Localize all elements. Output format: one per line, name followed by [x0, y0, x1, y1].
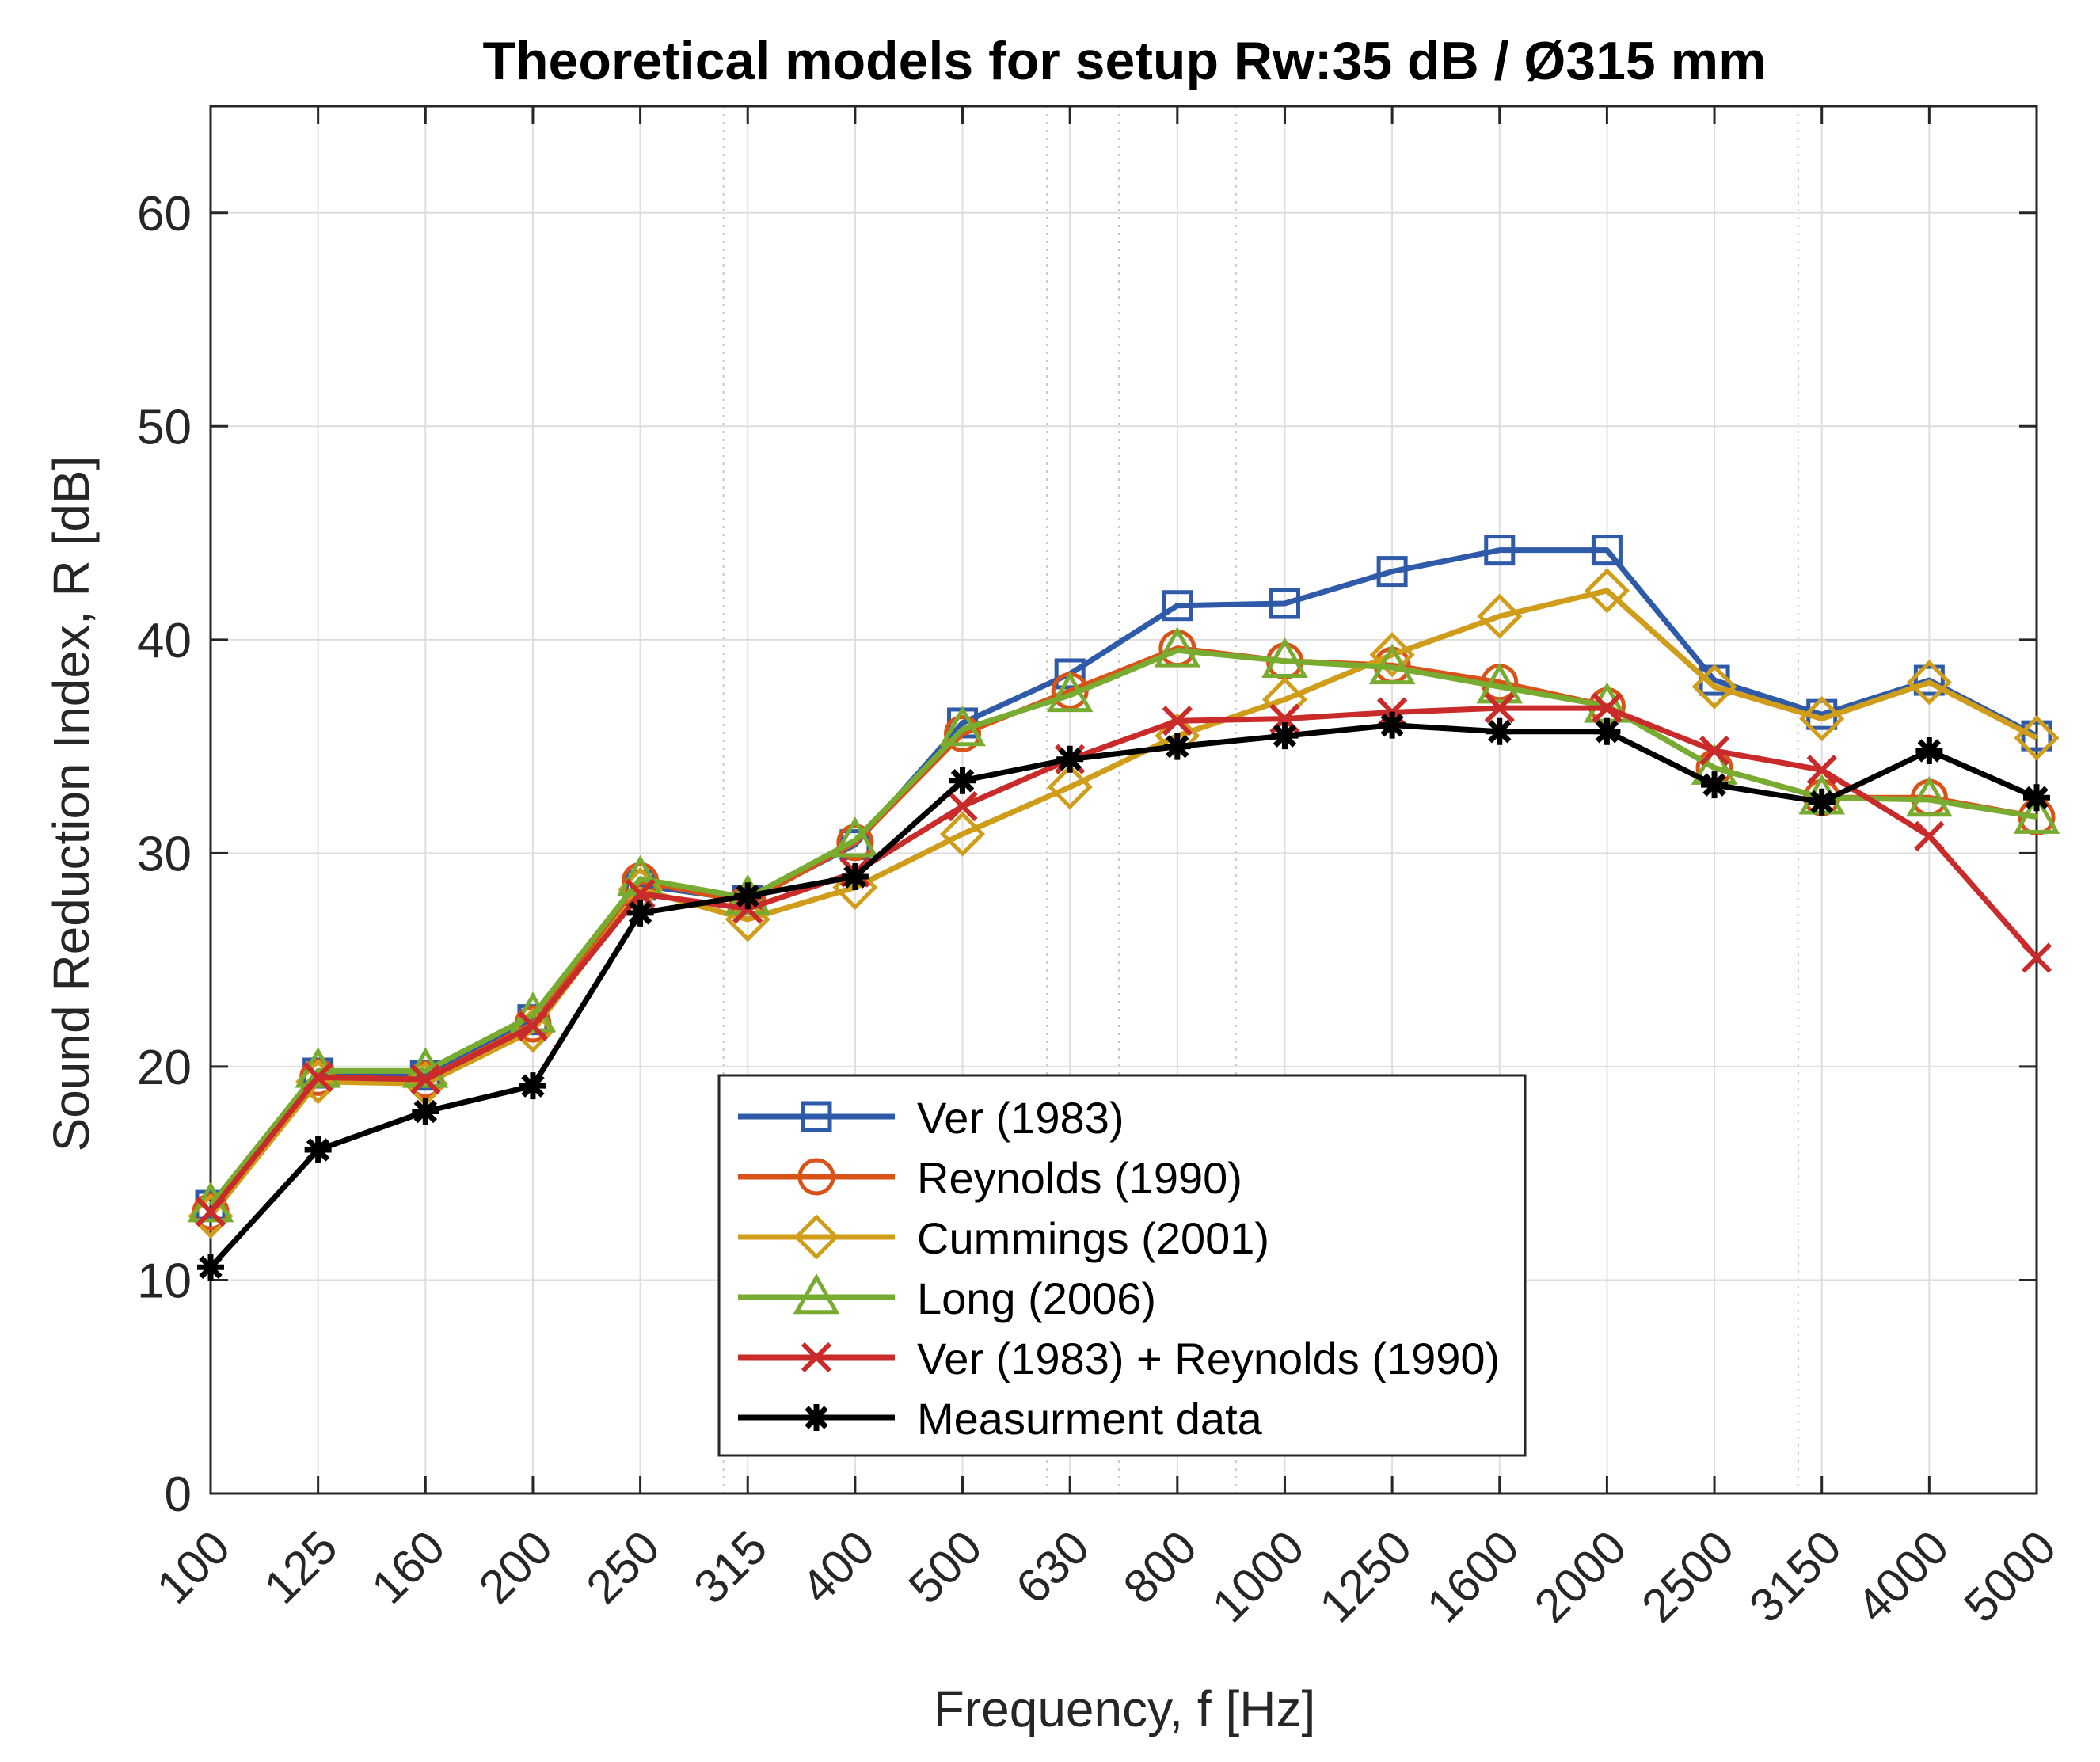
data-point	[831, 816, 879, 858]
data-point	[517, 1010, 549, 1041]
legend-label: Long (2006)	[917, 1273, 1156, 1323]
data-point	[1486, 717, 1513, 745]
legend-entry: Measurment data	[738, 1394, 1263, 1444]
series-line	[208, 588, 2038, 1218]
data-point	[304, 1136, 332, 1164]
data-point	[1476, 663, 1524, 704]
x-axis-label: Frequency, f [Hz]	[934, 1680, 1316, 1737]
series-x	[195, 692, 2052, 1227]
data-point	[2014, 715, 2060, 761]
y-tick-label: 60	[137, 187, 192, 242]
data-point	[197, 1254, 224, 1281]
data-point	[2013, 793, 2060, 834]
data-point	[1906, 775, 1953, 817]
data-point	[1047, 764, 1093, 810]
data-point	[1806, 755, 1837, 786]
data-point	[1056, 745, 1084, 773]
data-point	[1906, 660, 1952, 706]
legend: Ver (1983) Reynolds (1990) Cummings (2001)…	[717, 1074, 1527, 1457]
data-point	[836, 824, 874, 862]
y-tick-label: 20	[137, 1041, 192, 1095]
data-point	[1369, 632, 1415, 678]
data-point	[1477, 593, 1523, 639]
legend-entry: Ver (1983)	[738, 1093, 1124, 1143]
chart-title: Theoretical models for setup Rw:35 dB / …	[482, 31, 1766, 91]
legend-marker	[793, 1214, 839, 1260]
series-asterisk	[197, 711, 2050, 1281]
data-point	[1163, 733, 1191, 760]
data-point	[1379, 711, 1406, 739]
y-axis-label: Sound Reduction Index, R [dB]	[43, 456, 100, 1152]
data-point	[944, 714, 982, 752]
data-point	[1691, 664, 1737, 710]
series-line	[208, 722, 2038, 1269]
data-point	[2021, 720, 2052, 752]
legend-label: Measurment data	[917, 1394, 1263, 1444]
data-point	[1701, 771, 1729, 799]
legend-marker	[801, 1341, 832, 1373]
data-point	[1162, 590, 1193, 622]
data-point	[1271, 722, 1299, 750]
series-layer	[187, 535, 2060, 1281]
legend-label: Cummings (2001)	[917, 1213, 1269, 1263]
series-line	[208, 705, 2039, 1214]
legend-label: Ver (1983)	[917, 1093, 1124, 1143]
data-point	[947, 790, 978, 822]
legend-label: Ver (1983) + Reynolds (1990)	[917, 1334, 1500, 1383]
legend-marker	[793, 1273, 840, 1315]
legend-entry: Cummings (2001)	[738, 1213, 1269, 1263]
data-point	[1584, 568, 1630, 614]
data-point	[195, 1197, 226, 1227]
data-point	[412, 1098, 439, 1125]
legend-box	[717, 1074, 1527, 1457]
data-point	[1162, 706, 1193, 736]
data-point	[1699, 735, 1730, 767]
y-tick-label: 10	[137, 1254, 192, 1308]
data-point	[1592, 692, 1623, 724]
data-point	[1799, 696, 1845, 742]
legend-entry: Reynolds (1990)	[738, 1153, 1242, 1203]
data-point	[2023, 784, 2050, 812]
data-point	[841, 863, 869, 891]
data-point	[2021, 942, 2052, 973]
y-tick-label: 0	[165, 1467, 192, 1522]
data-point	[1376, 556, 1408, 588]
data-point	[302, 1062, 333, 1093]
data-point	[1915, 737, 1943, 765]
y-tick-label: 30	[137, 827, 192, 881]
legend-marker	[797, 1158, 835, 1196]
legend-marker	[801, 1101, 832, 1132]
data-point	[410, 1064, 441, 1095]
data-point	[939, 811, 986, 857]
data-point	[949, 767, 976, 794]
data-point	[1484, 535, 1516, 566]
legend-entry: Long (2006)	[738, 1273, 1156, 1323]
data-point	[939, 706, 986, 747]
data-point	[1808, 788, 1836, 816]
data-point	[626, 899, 654, 927]
data-point	[1046, 671, 1094, 713]
legend-label: Reynolds (1990)	[917, 1153, 1242, 1203]
data-point	[1591, 535, 1623, 566]
y-tick-label: 40	[137, 614, 192, 668]
data-point	[1261, 637, 1308, 679]
data-point	[734, 882, 762, 910]
y-tick-label: 50	[137, 400, 192, 455]
legend-marker	[803, 1404, 830, 1431]
data-point	[1484, 692, 1515, 724]
data-point	[1269, 588, 1300, 619]
data-point	[1913, 664, 1945, 696]
data-point	[1154, 626, 1201, 668]
legend-entry: Ver (1983) + Reynolds (1990)	[738, 1334, 1500, 1383]
data-point	[1368, 643, 1416, 685]
data-point	[1054, 658, 1086, 690]
data-point	[1593, 717, 1621, 745]
data-point	[1914, 820, 1945, 851]
data-point	[519, 1072, 546, 1100]
